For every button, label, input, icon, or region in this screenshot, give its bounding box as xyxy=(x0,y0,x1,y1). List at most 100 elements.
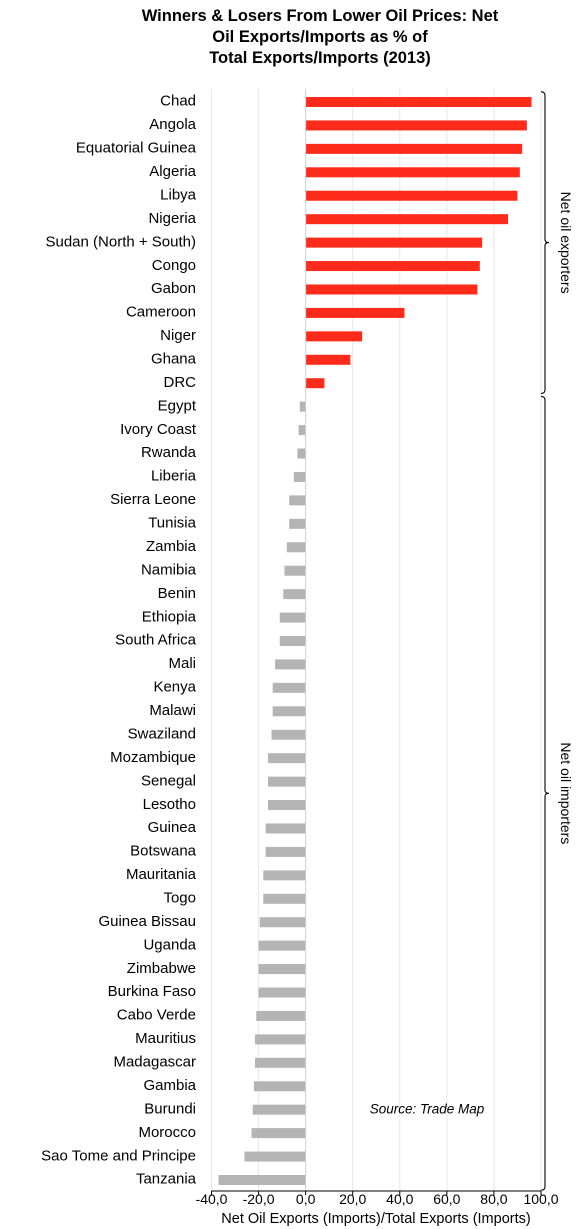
bar-gambia xyxy=(253,1081,306,1092)
x-tick-label: -20,0 xyxy=(243,1191,275,1207)
chart-title: Winners & Losers From Lower Oil Prices: … xyxy=(80,6,560,69)
category-label: Mauritania xyxy=(126,866,197,883)
bar-ivory-coast xyxy=(298,425,306,436)
bar-south-africa xyxy=(279,636,306,646)
title-line-3: Total Exports/Imports (2013) xyxy=(209,49,431,67)
category-label: Mozambique xyxy=(110,749,196,766)
category-label: Rwanda xyxy=(141,444,197,461)
category-label: Liberia xyxy=(151,468,197,485)
bar-mauritius xyxy=(255,1034,306,1045)
category-label: Senegal xyxy=(141,772,196,789)
bar-niger xyxy=(305,331,363,342)
bar-uganda xyxy=(258,940,306,951)
bar-congo xyxy=(305,261,480,272)
bar-sao-tome-and-principe xyxy=(244,1151,306,1162)
category-label: Botswana xyxy=(130,843,197,860)
category-label: Congo xyxy=(152,257,196,274)
bar-malawi xyxy=(272,706,306,717)
bar-benin xyxy=(283,589,306,600)
category-label: Zambia xyxy=(146,538,197,555)
category-label: Cameroon xyxy=(126,304,196,321)
group-label: Net oil exporters xyxy=(558,192,574,294)
category-label: Benin xyxy=(158,585,196,602)
bar-ghana xyxy=(305,354,351,365)
bar-senegal xyxy=(267,776,306,787)
bar-ethiopia xyxy=(279,612,306,623)
category-label: Ethiopia xyxy=(142,608,197,625)
bar-drc xyxy=(305,378,325,389)
category-label: Ghana xyxy=(151,351,197,368)
bar-mauritania xyxy=(263,870,306,881)
bar-libya xyxy=(305,190,518,201)
bar-nigeria xyxy=(305,214,509,225)
group-bracket xyxy=(540,395,550,1191)
category-label: Nigeria xyxy=(148,210,196,227)
x-axis-label: Net Oil Exports (Imports)/Total Exports … xyxy=(221,1211,530,1227)
category-label: Uganda xyxy=(143,936,196,953)
bar-swaziland xyxy=(271,729,306,740)
bar-morocco xyxy=(251,1128,306,1139)
category-label: Algeria xyxy=(149,163,196,180)
group-label: Net oil importers xyxy=(558,742,574,844)
bar-equatorial-guinea xyxy=(305,143,523,154)
bar-cameroon xyxy=(305,307,405,318)
category-label: Sierra Leone xyxy=(110,491,196,508)
x-tick-label: 80,0 xyxy=(480,1191,507,1207)
category-label: Libya xyxy=(160,186,197,203)
x-tick-label: 20,0 xyxy=(339,1191,366,1207)
category-label: Sudan (North + South) xyxy=(45,233,196,250)
bar-burundi xyxy=(252,1104,306,1115)
bar-algeria xyxy=(305,167,520,178)
x-tick-label: 60,0 xyxy=(433,1191,460,1207)
bar-namibia xyxy=(284,565,306,576)
category-label: Equatorial Guinea xyxy=(76,140,197,157)
category-label: Namibia xyxy=(141,561,197,578)
bar-angola xyxy=(305,120,527,131)
bar-mozambique xyxy=(267,753,306,764)
bar-chad xyxy=(305,97,532,107)
category-label: Gabon xyxy=(151,280,196,297)
category-label: Tunisia xyxy=(148,515,196,532)
group-bracket xyxy=(540,91,550,394)
bar-botswana xyxy=(265,846,306,857)
bar-sierra-leone xyxy=(289,495,306,506)
category-label: Morocco xyxy=(138,1124,196,1141)
category-label: Guinea Bissau xyxy=(98,913,196,930)
bar-zimbabwe xyxy=(258,964,306,975)
bar-cabo-verde xyxy=(256,1010,306,1021)
category-label: Burundi xyxy=(144,1100,196,1117)
category-label: Madagascar xyxy=(113,1054,196,1071)
category-label: Swaziland xyxy=(128,725,196,742)
title-line-1: Winners & Losers From Lower Oil Prices: … xyxy=(141,7,499,25)
category-label: Gambia xyxy=(143,1077,196,1094)
category-label: Niger xyxy=(160,327,196,344)
bar-togo xyxy=(263,893,306,904)
bar-mali xyxy=(275,659,306,670)
bar-rwanda xyxy=(297,448,306,459)
bar-zambia xyxy=(286,542,306,553)
category-label: Egypt xyxy=(158,397,197,414)
source-annotation: Source: Trade Map xyxy=(370,1101,485,1116)
category-label: Ivory Coast xyxy=(120,421,197,438)
category-label: Angola xyxy=(149,116,196,133)
bar-guinea xyxy=(265,823,306,834)
category-label: Mauritius xyxy=(135,1030,196,1047)
x-tick-label: 40,0 xyxy=(386,1191,413,1207)
category-label: Burkina Faso xyxy=(108,983,196,1000)
category-label: Tanzania xyxy=(136,1171,197,1188)
category-label: Sao Tome and Principe xyxy=(41,1147,196,1164)
bar-egypt xyxy=(299,401,306,412)
category-label: Zimbabwe xyxy=(127,960,196,977)
category-label: South Africa xyxy=(115,632,197,649)
bar-liberia xyxy=(293,471,306,482)
x-tick-label: -40,0 xyxy=(196,1191,228,1207)
bar-tanzania xyxy=(218,1175,306,1185)
title-line-2: Oil Exports/Imports as % of xyxy=(212,28,428,46)
bar-tunisia xyxy=(289,518,306,529)
bar-burkina-faso xyxy=(258,987,306,998)
category-label: Kenya xyxy=(153,679,196,696)
category-label: Chad xyxy=(160,93,196,110)
plot-group: Chad Angola Equatorial Guinea Algeria Libya N… xyxy=(41,89,574,1227)
category-label: Cabo Verde xyxy=(117,1007,196,1024)
bar-lesotho xyxy=(267,800,306,811)
